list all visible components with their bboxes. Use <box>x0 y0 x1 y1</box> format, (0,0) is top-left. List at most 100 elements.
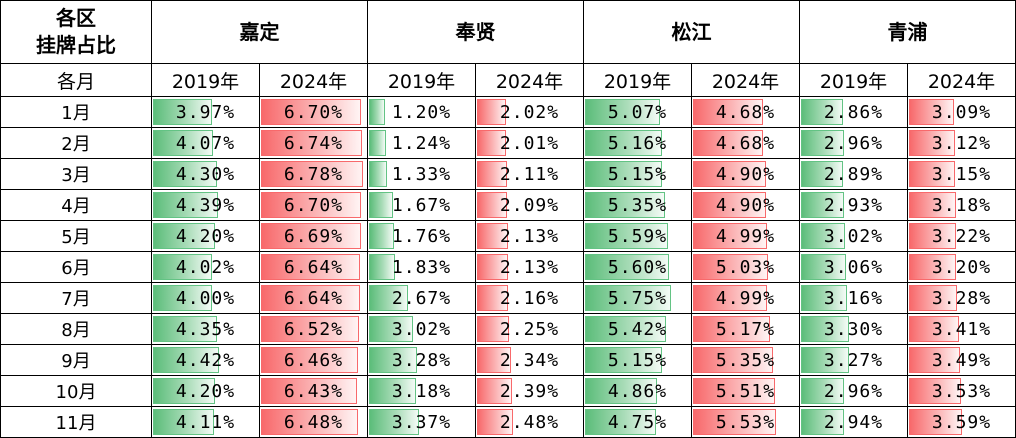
value-text: 6.43% <box>283 380 344 402</box>
month-label: 7月 <box>0 282 152 314</box>
value-text: 1.67% <box>391 194 452 216</box>
value-text: 3.49% <box>931 349 992 371</box>
value-text: 2.89% <box>823 163 884 185</box>
value-cell: 4.30% <box>151 158 260 190</box>
data-bar-2024 <box>261 99 362 125</box>
month-label: 11月 <box>0 406 152 438</box>
value-cell: 1.76% <box>367 220 476 252</box>
value-text: 3.37% <box>391 411 452 433</box>
value-cell: 2.48% <box>475 406 584 438</box>
table-row: 8月 4.35% 6.52% 3.02% 2.25% 5.42% 5.17% 3.30% 3.4… <box>0 313 1016 345</box>
value-cell: 5.75% <box>583 282 692 314</box>
value-text: 3.09% <box>931 101 992 123</box>
value-text: 4.11% <box>175 411 236 433</box>
value-cell: 5.35% <box>583 189 692 221</box>
data-bar-2024 <box>261 378 358 404</box>
value-cell: 6.48% <box>259 406 368 438</box>
value-cell: 5.59% <box>583 220 692 252</box>
value-cell: 4.20% <box>151 220 260 252</box>
data-bar-2024 <box>693 378 776 404</box>
value-cell: 4.75% <box>583 406 692 438</box>
month-column-header: 各月 <box>0 63 152 97</box>
value-cell: 5.42% <box>583 313 692 345</box>
value-text: 2.13% <box>499 225 560 247</box>
table-row: 5月 4.20% 6.69% 1.76% 2.13% 5.59% 4.99% 3.02% 3.2… <box>0 220 1016 252</box>
value-text: 2.16% <box>499 287 560 309</box>
value-text: 2.25% <box>499 318 560 340</box>
value-text: 2.13% <box>499 256 560 278</box>
data-bar-2024 <box>261 161 363 187</box>
data-bar-2019 <box>801 378 845 404</box>
value-cell: 4.90% <box>691 189 800 221</box>
value-text: 4.86% <box>607 380 668 402</box>
value-text: 5.60% <box>607 256 668 278</box>
data-bar-2024 <box>909 285 958 311</box>
data-bar-2019 <box>153 99 212 125</box>
data-bar-2019 <box>585 285 671 311</box>
value-cell: 4.39% <box>151 189 260 221</box>
value-cell: 4.11% <box>151 406 260 438</box>
data-bar-2019 <box>153 254 213 280</box>
data-bar-2024 <box>477 254 508 280</box>
table-row: 7月 4.00% 6.64% 2.67% 2.16% 5.75% 4.99% 3.16% 3.2… <box>0 282 1016 314</box>
value-cell: 4.35% <box>151 313 260 345</box>
value-cell: 2.01% <box>475 127 584 159</box>
month-label: 5月 <box>0 220 152 252</box>
value-cell: 6.52% <box>259 313 368 345</box>
data-bar-2024 <box>909 192 956 218</box>
value-text: 3.15% <box>931 163 992 185</box>
value-cell: 6.70% <box>259 189 368 221</box>
value-cell: 4.86% <box>583 375 692 407</box>
value-cell: 3.41% <box>907 313 1016 345</box>
data-bar-2024 <box>477 99 506 125</box>
data-bar-2024 <box>909 316 960 342</box>
value-cell: 4.07% <box>151 127 260 159</box>
year-header-2024: 2024年 <box>907 63 1016 97</box>
table-row: 2月 4.07% 6.74% 1.24% 2.01% 5.16% 4.68% 2.96% 3.1… <box>0 127 1016 159</box>
data-bar-2019 <box>801 347 849 373</box>
data-bar-2024 <box>261 192 362 218</box>
value-cell: 2.67% <box>367 282 476 314</box>
value-cell: 3.49% <box>907 344 1016 376</box>
data-bar-2024 <box>693 130 763 156</box>
data-bar-2019 <box>153 378 216 404</box>
table-row: 3月 4.30% 6.78% 1.33% 2.11% 5.15% 4.90% 2.89% 3.1… <box>0 158 1016 190</box>
value-cell: 6.64% <box>259 251 368 283</box>
data-bar-2024 <box>261 347 358 373</box>
data-bar-2019 <box>369 223 394 249</box>
data-bar-2019 <box>585 130 662 156</box>
value-cell: 3.53% <box>907 375 1016 407</box>
value-text: 5.53% <box>715 411 776 433</box>
value-cell: 3.28% <box>907 282 1016 314</box>
value-cell: 3.18% <box>907 189 1016 221</box>
value-text: 5.59% <box>607 225 668 247</box>
value-text: 4.00% <box>175 287 236 309</box>
value-text: 2.96% <box>823 380 884 402</box>
value-cell: 5.53% <box>691 406 800 438</box>
value-cell: 2.16% <box>475 282 584 314</box>
value-text: 2.34% <box>499 349 560 371</box>
corner-line-2: 挂牌占比 <box>36 33 116 57</box>
data-bar-2024 <box>909 223 957 249</box>
data-bar-2019 <box>369 347 418 373</box>
table-row: 11月 4.11% 6.48% 3.37% 2.48% 4.75% 5.53% 2.94% 3.… <box>0 406 1016 438</box>
data-bar-2019 <box>801 161 844 187</box>
data-bar-2024 <box>693 254 768 280</box>
value-text: 5.35% <box>607 194 668 216</box>
value-text: 2.67% <box>391 287 452 309</box>
data-bar-2024 <box>261 254 361 280</box>
data-bar-2024 <box>693 223 768 249</box>
value-cell: 5.03% <box>691 251 800 283</box>
value-cell: 3.59% <box>907 406 1016 438</box>
year-header-2019: 2019年 <box>799 63 908 97</box>
data-bar-2019 <box>153 285 213 311</box>
value-cell: 4.00% <box>151 282 260 314</box>
data-bar-2024 <box>909 378 961 404</box>
value-cell: 4.90% <box>691 158 800 190</box>
data-bar-2019 <box>585 316 666 342</box>
year-header-2019: 2019年 <box>367 63 476 97</box>
value-text: 2.39% <box>499 380 560 402</box>
value-text: 6.64% <box>283 256 344 278</box>
value-text: 3.20% <box>931 256 992 278</box>
value-text: 3.16% <box>823 287 884 309</box>
